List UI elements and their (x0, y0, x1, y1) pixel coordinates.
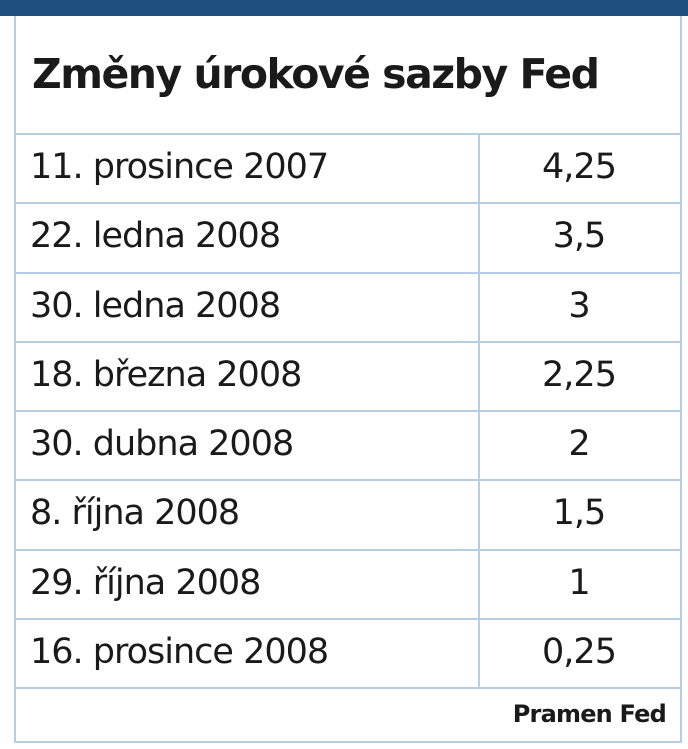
top-bar (0, 0, 688, 16)
rate-cell: 1 (568, 562, 590, 603)
date-cell: 11. prosince 2007 (30, 147, 329, 187)
rate-cell: 0,25 (542, 631, 617, 672)
date-cell: 29. října 2008 (30, 562, 261, 603)
rate-cell: 1,5 (552, 493, 607, 534)
row-separator (16, 479, 680, 482)
date-cell: 8. října 2008 (30, 493, 240, 534)
row-separator (16, 548, 680, 551)
row-separator (16, 202, 680, 205)
title: Změny úrokové sazby Fed (32, 50, 600, 98)
row-separator (16, 687, 680, 689)
table-frame (14, 16, 682, 743)
date-cell: 18. března 2008 (30, 354, 302, 395)
row-separator (16, 271, 680, 274)
date-cell: 30. dubna 2008 (30, 424, 294, 464)
date-cell: 16. prosince 2008 (30, 631, 329, 672)
row-separator (16, 410, 680, 412)
rate-cell: 2 (568, 424, 590, 464)
rate-cell: 4,25 (542, 147, 617, 187)
date-cell: 22. ledna 2008 (30, 216, 281, 257)
row-separator (16, 340, 680, 343)
rate-cell: 3 (568, 285, 590, 326)
source: Pramen Fed (512, 700, 667, 728)
rate-cell: 3,5 (552, 216, 607, 257)
row-separator (16, 617, 680, 620)
date-cell: 30. ledna 2008 (30, 285, 281, 326)
rate-cell: 2,25 (542, 354, 617, 395)
row-separator (16, 133, 680, 135)
